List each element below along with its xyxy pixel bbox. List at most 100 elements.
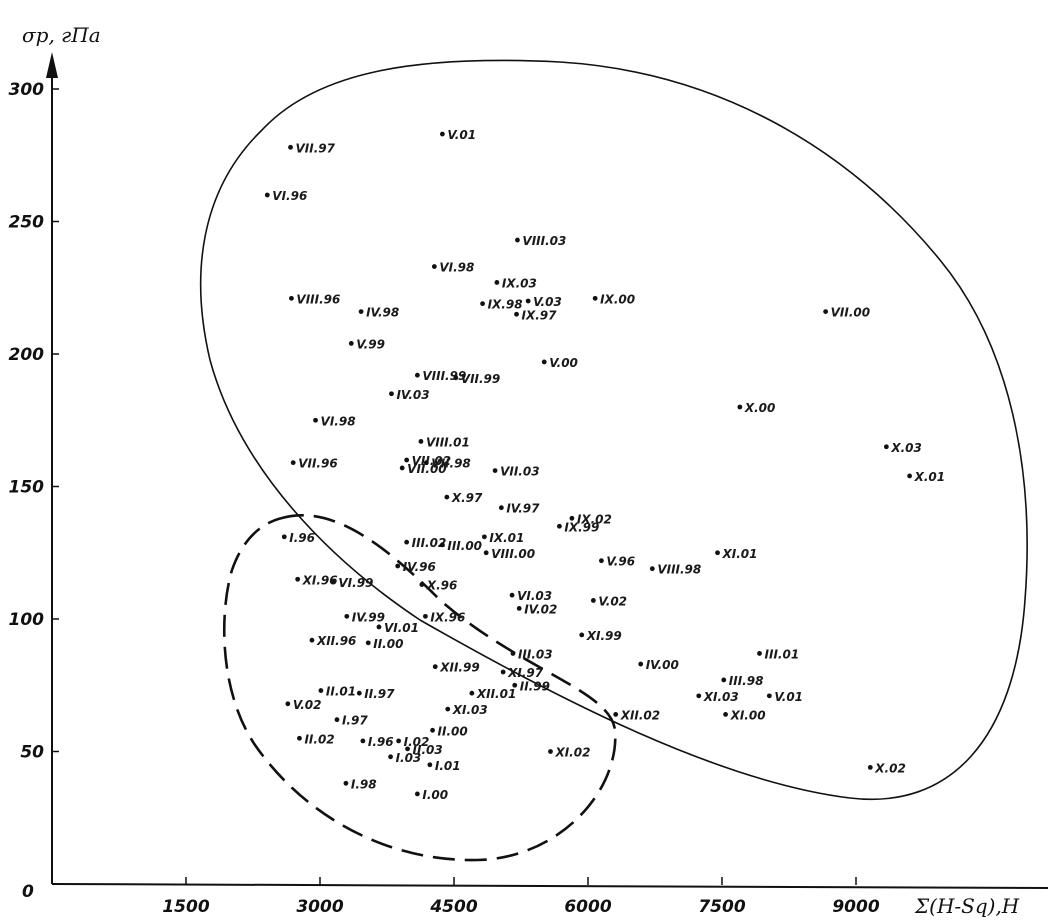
- data-point-label: I.02: [404, 735, 430, 749]
- dashed-cluster-outline: [222, 514, 617, 862]
- data-point: [289, 295, 294, 301]
- data-point: [613, 712, 619, 717]
- data-point-label: VI.03: [517, 589, 552, 603]
- data-point: [509, 592, 515, 598]
- data-point-label: VII.97: [296, 141, 336, 155]
- data-point-label: IX.99: [564, 520, 599, 534]
- data-point-label: II.00: [438, 724, 468, 738]
- data-point: [348, 341, 354, 346]
- data-point: [356, 690, 362, 696]
- data-point: [376, 624, 382, 630]
- data-point-label: XII.99: [439, 661, 479, 675]
- y-tick-label: 300: [9, 80, 45, 100]
- data-point: [483, 550, 489, 556]
- data-point: [431, 264, 437, 269]
- data-point: [285, 701, 291, 707]
- data-point: [399, 465, 405, 471]
- data-point: [365, 640, 371, 646]
- data-point-label: IV.97: [506, 502, 540, 516]
- data-point: [439, 131, 445, 137]
- data-point-label: VIII.03: [522, 234, 566, 248]
- data-point-label: V.00: [549, 356, 578, 370]
- data-point: [358, 309, 364, 314]
- data-point-label: IV.02: [524, 602, 557, 616]
- data-point: [444, 494, 450, 500]
- y-tick-label: 150: [9, 478, 45, 498]
- data-point: [318, 688, 324, 693]
- x-tick-label: 1500: [162, 897, 209, 917]
- data-point-label: XII.96: [316, 634, 356, 648]
- data-point-label: IV.99: [352, 610, 385, 624]
- data-point: [823, 309, 829, 314]
- data-point: [389, 391, 394, 397]
- data-point: [757, 651, 762, 656]
- origin-label: 0: [22, 882, 34, 902]
- data-point: [404, 539, 410, 545]
- data-point-label: V.96: [606, 555, 635, 569]
- data-point: [423, 613, 428, 619]
- data-point-label: II.99: [520, 679, 550, 693]
- data-point-label: XI.03: [452, 703, 488, 717]
- data-point: [883, 444, 889, 450]
- data-point: [737, 404, 743, 410]
- data-point: [492, 468, 498, 473]
- data-point: [715, 550, 720, 556]
- data-point-label: IX.01: [489, 531, 524, 545]
- data-point-label: VIII.99: [422, 369, 466, 383]
- y-tick-label: 50: [20, 743, 44, 763]
- data-point: [500, 669, 506, 675]
- data-point-label: V.02: [598, 594, 627, 608]
- data-point: [696, 693, 702, 699]
- data-point-label: VII.00: [831, 306, 870, 320]
- data-point-label: V.03: [533, 295, 562, 309]
- grouping-regions: [199, 59, 1028, 862]
- axes: [46, 52, 1049, 889]
- y-axis-label: σp, гПа: [22, 23, 101, 47]
- data-point-label: II.02: [304, 732, 334, 746]
- data-point: [331, 579, 336, 585]
- data-point-label: VI.01: [384, 621, 419, 635]
- data-point-label: VII.96: [298, 457, 337, 471]
- data-point-label: III.03: [518, 647, 553, 661]
- data-point: [418, 439, 424, 444]
- data-point: [281, 534, 287, 540]
- data-point-label: II.03: [413, 743, 443, 757]
- data-point: [264, 192, 270, 198]
- data-point-label: IV.00: [646, 658, 679, 672]
- data-point: [288, 144, 293, 150]
- data-point-label: VIII.96: [296, 292, 340, 306]
- data-point: [514, 311, 519, 317]
- data-point: [512, 682, 518, 688]
- data-point: [432, 664, 438, 670]
- x-tick-label: 6000: [564, 897, 611, 917]
- axis-ticks: 1500 3000 4500 6000 7500 90005010015020025030…: [9, 80, 880, 917]
- data-point: [515, 237, 520, 243]
- data-point-label: V.99: [356, 337, 385, 351]
- data-point-label: VIII.00: [491, 547, 535, 561]
- data-point: [360, 738, 366, 744]
- data-point-label: VII.99: [461, 372, 500, 386]
- data-point-label: IV.96: [403, 560, 436, 574]
- data-point-label: XI.97: [507, 666, 544, 680]
- data-point: [541, 359, 547, 365]
- data-point-label: VI.98: [321, 414, 356, 428]
- data-point: [343, 780, 349, 786]
- x-axis-label: Σ(H-Sq),H: [914, 894, 1020, 918]
- data-point-label: VI.98: [439, 261, 474, 275]
- solid-cluster-outline: [199, 59, 1028, 801]
- data-point-label: III.01: [765, 647, 800, 661]
- data-point: [309, 637, 315, 643]
- data-point: [439, 542, 445, 548]
- data-point: [453, 375, 459, 381]
- data-point: [395, 563, 401, 569]
- data-point-label: VII.00: [407, 462, 446, 476]
- data-point-label: X.01: [914, 470, 946, 484]
- data-point: [414, 372, 420, 378]
- data-point-label: III.98: [729, 674, 764, 688]
- data-point: [579, 632, 585, 638]
- data-point-label: XI.01: [722, 547, 758, 561]
- x-axis-line: [51, 883, 1049, 889]
- data-point-label: X.00: [744, 401, 776, 415]
- data-point: [295, 576, 301, 582]
- data-point-label: IX.00: [600, 292, 635, 306]
